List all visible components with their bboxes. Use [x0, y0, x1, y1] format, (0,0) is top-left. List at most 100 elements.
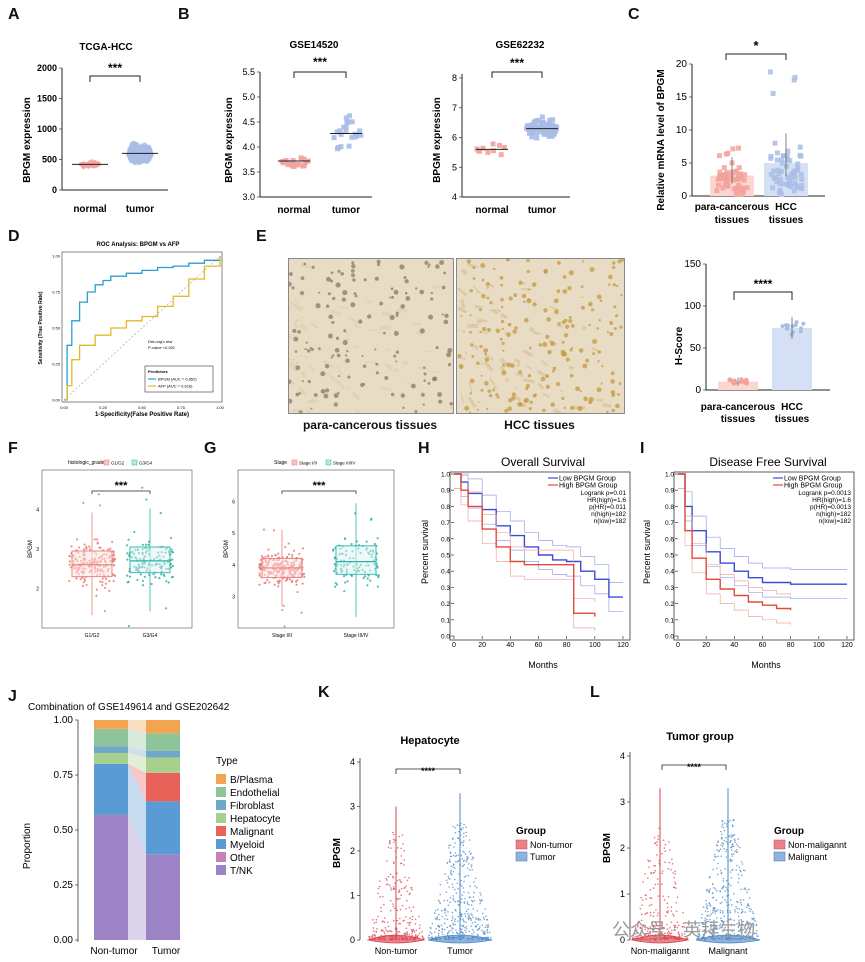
l-point — [667, 937, 670, 940]
c-point — [798, 153, 804, 159]
k-point — [398, 890, 401, 893]
l-point — [741, 936, 743, 939]
k-point — [399, 897, 401, 900]
k-point — [413, 931, 416, 933]
tissue-nucleus — [553, 298, 559, 304]
tissue-nucleus — [414, 410, 418, 414]
k-point — [467, 908, 470, 911]
tissue-nucleus — [449, 401, 454, 406]
panel-label-l: L — [590, 684, 600, 701]
l-point — [702, 906, 705, 908]
g-point — [262, 528, 266, 531]
k-point — [468, 896, 471, 899]
l-point — [737, 934, 740, 937]
b2-points-point — [529, 129, 535, 135]
f-point — [77, 546, 81, 549]
k-point — [454, 827, 457, 829]
l-point — [726, 820, 729, 822]
l-point — [730, 919, 732, 921]
c-point — [776, 171, 782, 177]
k-point — [445, 914, 448, 917]
l-point — [741, 874, 743, 876]
tissue-nucleus — [342, 339, 348, 346]
k-point — [434, 917, 437, 920]
l-point — [647, 877, 649, 879]
tissue-nucleus — [489, 301, 493, 305]
g-point — [277, 580, 280, 583]
l-point — [674, 881, 676, 883]
l-point — [741, 863, 744, 865]
k-point — [464, 853, 467, 855]
g-point — [267, 548, 270, 551]
b2-points-point — [551, 131, 557, 137]
g-point — [366, 577, 369, 580]
l-point — [709, 888, 711, 890]
b2-points-point — [477, 148, 483, 154]
k-point — [381, 935, 384, 938]
b2-points-point — [533, 124, 539, 130]
l-point — [749, 910, 751, 913]
l-point — [657, 912, 659, 914]
l-point — [715, 926, 717, 929]
a-ytick-label: 500 — [42, 155, 57, 165]
g-point — [294, 580, 298, 583]
k-point — [415, 929, 418, 932]
k-point — [383, 930, 385, 933]
l-point — [740, 903, 743, 906]
tissue-fiber — [381, 310, 392, 317]
f-point — [147, 540, 151, 543]
l-point — [734, 909, 736, 911]
tissue-nucleus — [499, 337, 503, 341]
k-point — [471, 900, 474, 903]
k-point — [449, 858, 451, 861]
panel-i-ylabel: Percent survival — [642, 520, 652, 584]
k-point — [460, 841, 463, 843]
c-point — [784, 153, 790, 159]
tissue-fiber — [300, 355, 308, 359]
tissue-nucleus — [526, 258, 530, 263]
k-point — [411, 936, 414, 938]
l-point — [659, 928, 661, 931]
f-point — [136, 578, 139, 582]
l-point — [676, 926, 679, 929]
l-point — [663, 933, 665, 936]
tissue-fiber — [468, 382, 473, 393]
k-point — [444, 912, 446, 914]
l-point — [652, 926, 654, 928]
l-point — [663, 899, 666, 901]
l-point — [733, 932, 736, 935]
b1-points-point — [341, 124, 347, 130]
tissue-nucleus — [609, 320, 614, 325]
tissue-nucleus — [542, 342, 548, 347]
l-point — [748, 907, 751, 910]
k-point — [452, 870, 455, 873]
l-point — [657, 932, 660, 935]
k-point — [437, 934, 440, 937]
tissue-nucleus — [484, 357, 490, 362]
k-point — [396, 909, 398, 911]
tissue-nucleus — [519, 403, 523, 407]
f-point — [68, 560, 71, 563]
j-flow — [128, 746, 146, 758]
tissue-fiber — [488, 377, 496, 386]
g-point — [288, 578, 292, 581]
k-ytick-label: 0 — [350, 935, 355, 945]
l-point — [712, 911, 714, 914]
tissue-nucleus — [591, 308, 595, 312]
l-point — [753, 917, 755, 919]
k-point — [470, 919, 473, 921]
k-point — [443, 909, 446, 911]
k-point — [452, 895, 455, 897]
k-point — [486, 918, 489, 921]
l-point — [640, 896, 642, 899]
l-point — [729, 899, 732, 901]
b1-points-point — [298, 155, 304, 161]
f-point — [126, 581, 129, 584]
tissue-fiber — [415, 330, 423, 337]
tissue-nucleus — [568, 318, 573, 323]
tissue-fiber — [326, 282, 330, 285]
k-point — [448, 860, 451, 863]
g-point — [367, 574, 370, 577]
l-point — [656, 925, 659, 927]
tissue-nucleus — [427, 382, 431, 385]
